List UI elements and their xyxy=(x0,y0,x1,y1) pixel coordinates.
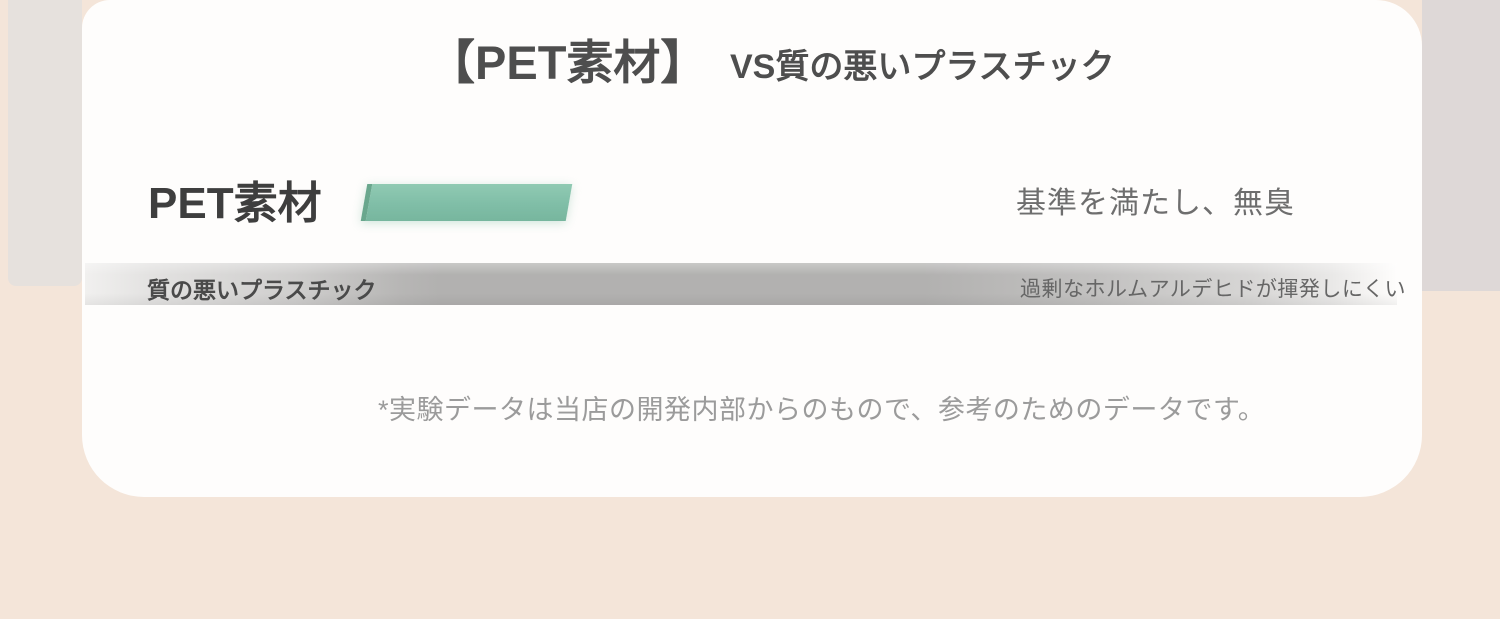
bad-plastic-result: 過剰なホルムアルデヒドが揮発しにくい xyxy=(1020,278,1406,301)
bad-plastic-label: 質の悪いプラスチック xyxy=(147,277,377,303)
pet-material-result: 基準を満たし、無臭 xyxy=(1016,187,1295,220)
disclaimer-note: *実験データは当店の開発内部からのもので、参考のためのデータです。 xyxy=(378,395,1266,425)
adjacent-content-right xyxy=(1422,0,1500,291)
page-subtitle: VS質の悪いプラスチック xyxy=(730,48,1115,86)
page-title: 【PET素材】 xyxy=(428,36,708,89)
pet-material-label: PET素材 xyxy=(148,179,322,228)
adjacent-content-left xyxy=(8,0,82,286)
comparison-card: 【PET素材】 VS質の悪いプラスチック PET素材 基準を満たし、無臭 質の悪… xyxy=(82,0,1422,497)
pet-material-bar xyxy=(360,184,573,221)
bad-plastic-bar xyxy=(85,263,1397,305)
